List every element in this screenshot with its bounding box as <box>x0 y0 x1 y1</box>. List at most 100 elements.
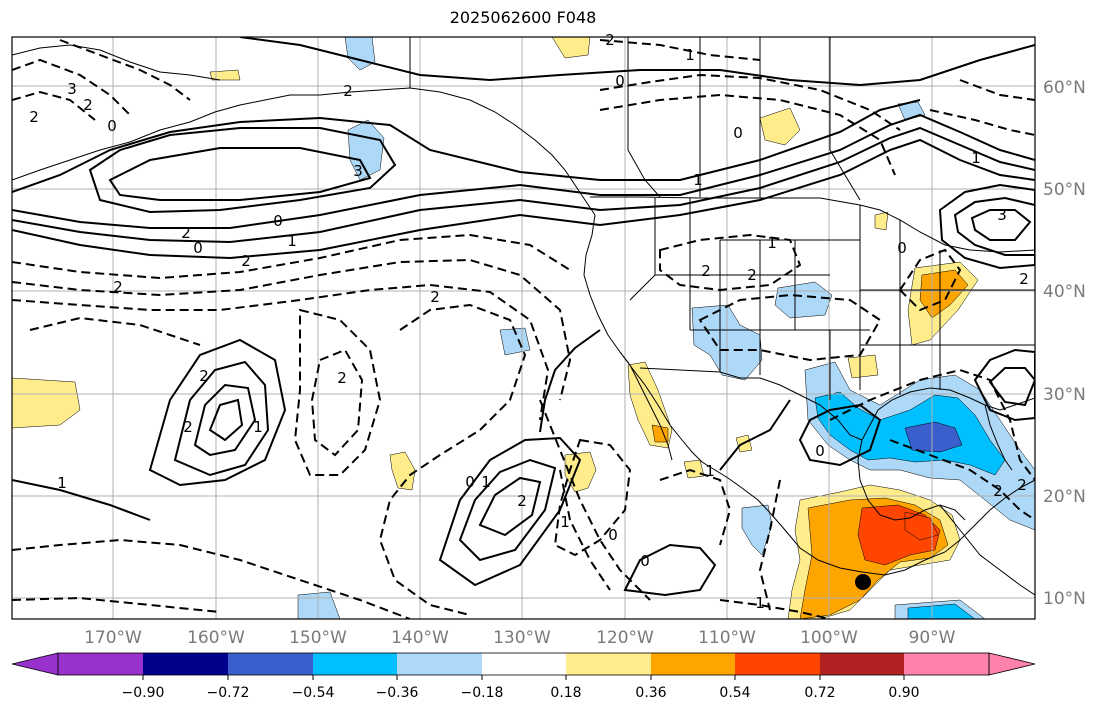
dashed-contour-9 <box>553 438 632 557</box>
coastline-layer <box>12 37 1035 596</box>
colorbar-tick-label: 0.18 <box>550 685 581 701</box>
border-bc-ab <box>627 37 661 198</box>
dashed-contour-5 <box>293 308 382 476</box>
contour-label: 0 <box>273 212 283 230</box>
shade-yellow-pac-a <box>389 451 416 491</box>
contour-label: 2 <box>343 82 353 100</box>
dashed-contour-27 <box>559 469 611 591</box>
shade-yellow-north-a <box>551 37 591 59</box>
contour-label: 1 <box>57 474 67 492</box>
colorbar-bin <box>735 653 820 675</box>
lat-label-50n: 50°N <box>1043 180 1086 200</box>
contour-label: 2 <box>430 288 440 306</box>
contour-label: 2 <box>337 369 347 387</box>
contour-label: 2 <box>701 262 711 280</box>
dashed-contour-3 <box>12 283 550 421</box>
lon-label-120w: 120°W <box>596 628 654 648</box>
colorbar-ticks <box>142 675 905 680</box>
longitude-labels: 170°W 160°W 150°W 140°W 130°W 120°W 110°… <box>84 628 956 648</box>
contour-label: 1 <box>560 513 570 531</box>
contour-jet-solid-2 <box>12 126 1035 244</box>
contour-label: 2 <box>183 418 193 436</box>
lon-label-170w: 170°W <box>84 628 142 648</box>
coast-alaska-south <box>12 87 596 216</box>
colorbar-bin <box>397 653 482 675</box>
contour-label: 3 <box>67 80 77 98</box>
contour-label: 0 <box>608 526 618 544</box>
contour-label-layer: 3 2 0 2 2 1 0 0 3 2 2 0 1 2 2 2 1 2 1 0 … <box>29 31 1029 612</box>
dashed-contour-layer <box>12 39 1035 619</box>
contour-label: 1 <box>693 171 703 189</box>
colorbar-tick-label: −0.18 <box>461 685 504 701</box>
contour-west-low <box>148 338 287 487</box>
dashed-contour-1 <box>12 233 571 280</box>
dashed-contour-13 <box>698 293 882 362</box>
contour-label: 1 <box>685 46 695 64</box>
lat-label-10n: 10°N <box>1043 589 1086 609</box>
contour-label: 2 <box>29 108 39 126</box>
lat-label-20n: 20°N <box>1043 487 1086 507</box>
contour-se-high <box>973 348 1035 422</box>
lon-label-160w: 160°W <box>187 628 245 648</box>
contour-label: 2 <box>181 224 191 242</box>
contour-label: 2 <box>1017 476 1027 494</box>
colorbar-tick-label: 0.90 <box>888 685 919 701</box>
contour-layer <box>12 37 1035 597</box>
dashed-contour-7 <box>378 303 527 616</box>
shade-red-epac2 <box>904 511 939 541</box>
lon-label-150w: 150°W <box>289 628 347 648</box>
dashed-contour-14 <box>758 479 781 611</box>
lat-label-60n: 60°N <box>1043 78 1086 98</box>
colorbar-bin <box>228 653 313 675</box>
latitude-labels: 60°N 50°N 40°N 30°N 20°N 10°N <box>1043 78 1086 609</box>
map-layers <box>12 37 1035 619</box>
colorbar: −0.90 −0.72 −0.54 −0.36 −0.18 0.18 0.36 … <box>11 652 1036 701</box>
contour-label: 2 <box>241 252 251 270</box>
contour-label: 2 <box>113 278 123 296</box>
contour-label: 1 <box>253 418 263 436</box>
contour-label: 2 <box>747 266 757 284</box>
contour-label: 0 <box>465 473 475 491</box>
contour-label: 0 <box>733 124 743 142</box>
colorbar-tick-label: 0.36 <box>635 685 666 701</box>
coast-baja <box>619 351 673 461</box>
dashed-contour-6 <box>310 348 364 457</box>
contour-label: 1 <box>481 473 491 491</box>
dashed-contour-21 <box>59 39 191 101</box>
contour-epac-solid <box>623 543 717 597</box>
colorbar-bin <box>820 653 904 675</box>
contour-central-loop-2 <box>458 458 557 562</box>
shade-yellow-north-b <box>759 107 801 146</box>
border-mb-on <box>829 37 861 201</box>
contour-west-low-3 <box>193 383 257 457</box>
shade-yellow-se-us <box>847 354 879 379</box>
border-us-canada <box>590 196 1035 253</box>
contour-subtrop-1 <box>12 479 151 521</box>
contour-label: 3 <box>997 206 1007 224</box>
colorbar-bin <box>566 653 651 675</box>
dashed-contour-22 <box>12 58 131 116</box>
contour-solid-pac <box>539 329 601 433</box>
dashed-contour-24 <box>959 79 1035 101</box>
contour-jet-solid-1 <box>12 138 1035 260</box>
dashed-contour-25 <box>929 109 1035 136</box>
contour-label: 3 <box>353 162 363 180</box>
lon-label-100w: 100°W <box>800 628 858 648</box>
contour-central-loop-3 <box>478 476 542 537</box>
shade-blue-mid-south <box>907 603 976 619</box>
lon-label-130w: 130°W <box>493 628 551 648</box>
shade-blue-dark-gulf <box>904 421 963 453</box>
shade-orange-gulf-ca <box>651 424 669 443</box>
dashed-contour-26 <box>599 39 761 61</box>
shade-blue-light-south <box>297 591 341 619</box>
contour-west-low-4 <box>208 398 244 442</box>
contour-label: 2 <box>605 31 615 49</box>
contour-label: 2 <box>199 367 209 385</box>
colorbar-tick-label: −0.36 <box>376 685 419 701</box>
contour-label: 0 <box>615 72 625 90</box>
contour-label: 2 <box>83 96 93 114</box>
contour-label: 2 <box>1019 270 1029 288</box>
dashed-contour-12 <box>659 233 802 292</box>
colorbar-bin <box>58 653 143 675</box>
